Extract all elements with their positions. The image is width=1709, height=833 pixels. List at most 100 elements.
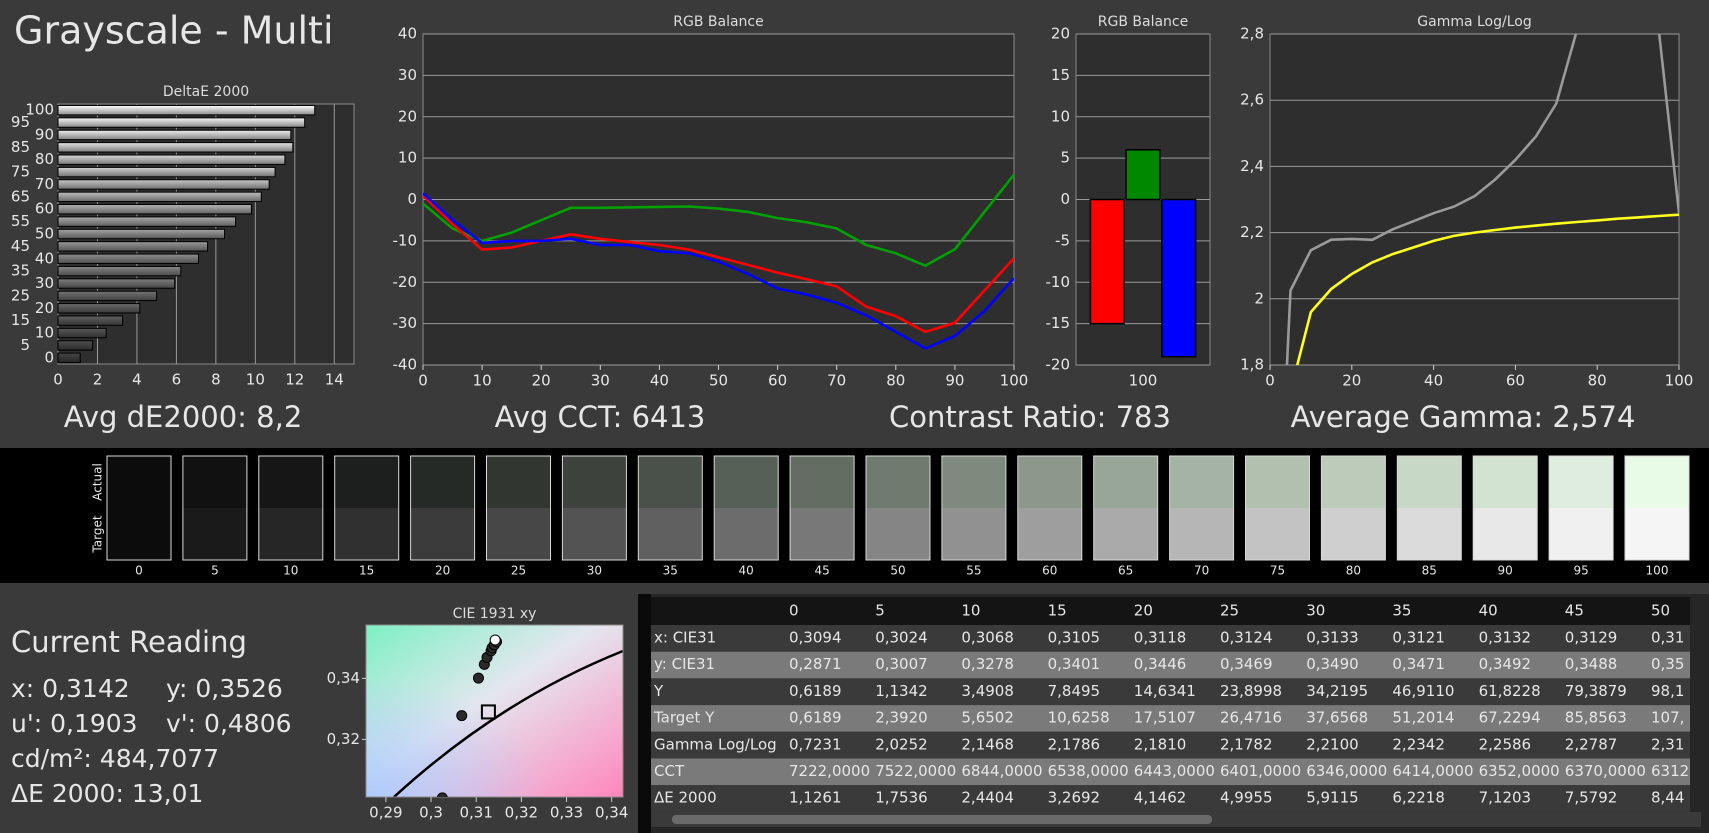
table-cell: 6370,0000: [1565, 762, 1646, 780]
x-tick-label: 60: [768, 372, 787, 390]
swatch-actual: [866, 456, 930, 508]
swatch-actual: [790, 456, 855, 508]
swatch-level: 40: [739, 564, 754, 578]
swatch-level: 65: [1118, 564, 1133, 578]
reading-x: x: 0,3142: [11, 674, 130, 703]
table-cell: 7,5792: [1565, 789, 1618, 807]
chart-annotation: Average Gamma: 2,574: [1291, 400, 1636, 434]
reading-v: v': 0,4806: [166, 709, 292, 738]
table-cell: 1,1261: [789, 789, 842, 807]
table-cell: 3,2692: [1048, 789, 1101, 807]
bar: [57, 315, 124, 326]
table-cell: 2,2586: [1479, 735, 1532, 753]
swatch-border: [334, 455, 400, 561]
bar: [57, 104, 316, 116]
scrollbar-thumb[interactable]: [672, 815, 1212, 824]
y-tick-label: 85: [11, 138, 30, 156]
swatch-border: [486, 455, 551, 561]
table-row: [651, 758, 1690, 786]
x-tick-label: 4: [132, 371, 142, 389]
table-cell: 2,2787: [1565, 735, 1618, 753]
table-row-label: y: CIE31: [654, 655, 715, 673]
table-cell: 51,2014: [1392, 709, 1454, 727]
table-cell: 4,9955: [1220, 789, 1273, 807]
table-cell: 0,3068: [961, 629, 1014, 647]
y-tick-label: -20: [393, 273, 418, 291]
y-tick-label: 20: [398, 107, 417, 125]
y-tick-label: 5: [20, 336, 30, 354]
page-title: Grayscale - Multi: [14, 9, 334, 53]
table-cell: 0,3471: [1392, 655, 1445, 673]
y-tick-label: -10: [393, 231, 418, 249]
bar: [57, 290, 158, 302]
reading-title: Current Reading: [11, 625, 247, 659]
x-tick-label: 0,29: [369, 804, 402, 822]
y-tick-label: 5: [1060, 149, 1070, 167]
table-row-label: Gamma Log/Log: [654, 735, 777, 753]
y-tick-label: 2: [1254, 289, 1264, 307]
table-cell: 0,3132: [1479, 629, 1532, 647]
swatch-target: [1549, 508, 1614, 560]
table-header-row: [651, 597, 1690, 625]
swatch-actual: [107, 456, 171, 508]
table-cell: 2,4404: [961, 789, 1014, 807]
swatch-level: 80: [1346, 564, 1361, 578]
table-cell: 5,9115: [1306, 789, 1359, 807]
swatch-level: 50: [890, 564, 905, 578]
y-tick-label: 20: [1051, 25, 1070, 43]
y-tick-label: 25: [11, 286, 30, 304]
bar: [1161, 198, 1197, 358]
table-row-label: CCT: [654, 762, 685, 780]
table-cell: 10,6258: [1048, 709, 1110, 727]
y-tick-label: 0: [44, 348, 54, 366]
table-cell: 0,3401: [1048, 655, 1101, 673]
swatch-target: [1245, 508, 1310, 560]
y-tick-label: 30: [35, 274, 54, 292]
swatch-target: [1321, 508, 1386, 560]
swatch-target: [562, 508, 627, 560]
table-header: 10: [961, 602, 980, 620]
x-tick-label: 0,33: [550, 804, 583, 822]
table-cell: 14,6341: [1134, 682, 1196, 700]
table-cell: 6352,0000: [1479, 762, 1560, 780]
table-cell: 0,3118: [1134, 629, 1187, 647]
swatch-border: [1472, 455, 1538, 561]
table-cell: 8,44: [1651, 789, 1684, 807]
table-cell: 6401,0000: [1220, 762, 1301, 780]
point: [489, 634, 501, 646]
table-cell: 0,3278: [961, 655, 1014, 673]
swatch-level: 85: [1422, 564, 1437, 578]
x-tick-label: 100: [1665, 372, 1694, 390]
table-cell: 0,6189: [789, 682, 842, 700]
bar: [57, 228, 226, 240]
table-cell: 2,2100: [1306, 735, 1359, 753]
table-cell: 1,7536: [875, 789, 928, 807]
swatch-level: 90: [1498, 564, 1513, 578]
x-tick-label: 20: [532, 372, 551, 390]
table-cell: 0,3133: [1306, 629, 1359, 647]
x-tick-label: 0: [1265, 372, 1275, 390]
bar: [57, 241, 209, 252]
x-tick-label: 0,32: [505, 804, 538, 822]
chart-title: CIE 1931 xy: [453, 606, 537, 622]
swatch-actual: [1473, 456, 1538, 508]
swatch-target: [1017, 508, 1082, 560]
swatch-target: [1169, 508, 1234, 560]
table-cell: 107,: [1651, 709, 1684, 727]
swatch-border: [1320, 455, 1386, 561]
x-tick-label: 0,31: [460, 804, 493, 822]
swatch-target: [1473, 508, 1538, 560]
x-tick-label: 0: [418, 372, 428, 390]
x-tick-label: 6: [172, 371, 182, 389]
table-cell: 6538,0000: [1048, 762, 1129, 780]
table-cell: 0,3129: [1565, 629, 1618, 647]
bar: [1125, 149, 1161, 201]
swatch-border: [637, 455, 703, 561]
table-header: 45: [1565, 602, 1584, 620]
y-tick-label: 10: [398, 149, 417, 167]
y-tick-label: 100: [25, 101, 54, 119]
y-tick-label: 0: [407, 190, 417, 208]
bar: [57, 154, 286, 165]
table-cell: 0,3024: [875, 629, 928, 647]
